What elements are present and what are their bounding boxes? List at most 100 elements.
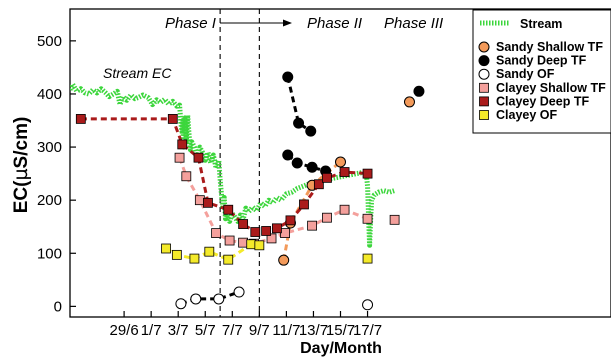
- series-clayey-deep-tf-point-0-12: [313, 179, 324, 190]
- series-clayey-of-point-0-3: [204, 246, 215, 257]
- series-sandy-shallow-tf-point-0-0: [278, 254, 290, 266]
- x-tick-label-3: 5/7: [195, 322, 216, 339]
- y-tick-label-300: 300: [37, 139, 62, 156]
- x-tick-label-6: 11/7: [272, 322, 300, 339]
- legend-clayey-deep-tf-swatch: [479, 96, 489, 107]
- series-sandy-of-point-0-2: [213, 293, 225, 305]
- y-axis-label-mu: µ: [10, 168, 32, 180]
- series-clayey-deep-tf-point-0-2: [177, 139, 188, 150]
- series-sandy-deep-tf-point-0-2: [305, 125, 317, 137]
- x-tick-label-1: 1/7: [141, 322, 162, 339]
- legend-sandy-shallow-tf-label: Sandy Shallow TF: [496, 40, 603, 54]
- y-axis-label-pre: EC(: [11, 180, 32, 213]
- series-clayey-shallow-tf-point-0-11: [339, 204, 350, 215]
- y-tick-label-0: 0: [54, 298, 62, 315]
- series-clayey-deep-tf-point-0-5: [223, 204, 234, 215]
- series-clayey-shallow-tf-point-0-2: [194, 195, 205, 206]
- phase-2-label: Phase II: [307, 15, 362, 32]
- series-clayey-of-point-0-4: [223, 254, 234, 265]
- series-clayey-of-point-0-5: [246, 239, 257, 250]
- series-sandy-of-offscale-0: [362, 299, 374, 311]
- series-clayey-shallow-tf-point-0-8: [280, 228, 290, 238]
- phase-3-label: Phase III: [384, 15, 443, 32]
- series-clayey-shallow-tf-point-0-10: [322, 212, 332, 223]
- series-clayey-deep-tf-point-0-4: [203, 197, 213, 208]
- series-clayey-of: [161, 239, 373, 265]
- x-tick-label-4: 7/7: [222, 322, 243, 339]
- series-clayey-deep-tf-point-0-8: [261, 226, 272, 236]
- series-sandy-deep-tf-point-1-1: [291, 157, 303, 169]
- series-clayey-of-point-0-2: [189, 253, 200, 264]
- series-layer: [70, 71, 425, 311]
- series-clayey-of-point-0-6: [254, 240, 265, 251]
- series-sandy-deep-tf: [282, 71, 425, 177]
- series-clayey-deep-tf-point-0-6: [238, 219, 249, 229]
- x-tick-label-7: 13/7: [299, 322, 328, 339]
- legend-stream-label: Stream: [520, 17, 562, 31]
- series-clayey-shallow-tf-point-0-0: [174, 152, 185, 163]
- series-sandy-of-point-0-1: [190, 293, 202, 305]
- x-tick-label-8: 15/7: [326, 322, 355, 339]
- series-sandy-deep-tf-point-0-0: [282, 71, 294, 83]
- series-clayey-of-point-0-0: [161, 243, 171, 254]
- y-tick-label-400: 400: [37, 86, 62, 103]
- legend-clayey-of-label: Clayey OF: [496, 108, 558, 122]
- series-sandy-deep-tf-point-1-2: [306, 161, 318, 173]
- series-clayey-deep-tf-point-0-15: [362, 168, 373, 179]
- legend-clayey-shallow-tf-swatch: [479, 82, 489, 93]
- y-tick-label-200: 200: [37, 192, 62, 209]
- legend-clayey-of-swatch: [479, 110, 489, 120]
- legend-clayey-shallow-tf-label: Clayey Shallow TF: [496, 81, 606, 95]
- x-tick-label-0: 29/6: [109, 322, 138, 339]
- legend-sandy-of-label: Sandy OF: [496, 67, 555, 81]
- series-sandy-deep-tf-line-0: [286, 76, 312, 133]
- series-clayey-shallow-tf-point-0-7: [266, 233, 277, 244]
- series-clayey-deep-tf-point-0-13: [322, 172, 332, 183]
- series-clayey-shallow-tf-offscale-0: [389, 214, 400, 225]
- legend-sandy-deep-tf-label: Sandy Deep TF: [496, 54, 587, 68]
- series-clayey-deep-tf-point-0-14: [339, 167, 350, 177]
- series-sandy-of-point-0-0: [175, 298, 187, 310]
- y-tick-label-100: 100: [37, 245, 62, 262]
- series-sandy-of: [175, 286, 374, 311]
- series-sandy-shallow-tf-point-0-3: [335, 156, 346, 168]
- series-clayey-of-point-0-1: [171, 249, 182, 260]
- series-clayey-deep-tf-point-0-11: [299, 199, 309, 210]
- series-clayey-deep-tf-point-0-7: [250, 227, 261, 237]
- series-sandy-deep-tf-line-1: [286, 153, 327, 173]
- series-clayey-deep-tf-point-0-1: [167, 114, 178, 124]
- x-tick-label-9: 17/7: [353, 322, 382, 339]
- series-clayey-shallow-tf-point-0-3: [211, 228, 221, 238]
- y-axis-label-post: S/cm): [11, 117, 32, 169]
- series-clayey-shallow-tf-point-0-4: [224, 235, 235, 246]
- x-tick-label-2: 3/7: [168, 322, 189, 339]
- legend-sandy-deep-tf-swatch: [478, 55, 490, 67]
- y-axis-label: EC(µS/cm): [10, 117, 32, 214]
- series-sandy-deep-tf-point-0-1: [293, 117, 305, 129]
- series-sandy-deep-tf-offscale-0: [413, 85, 425, 97]
- series-sandy-shallow-tf-offscale-0: [403, 96, 415, 108]
- legend-box: [472, 9, 611, 134]
- series-clayey-deep-tf: [75, 114, 373, 237]
- legend-sandy-shallow-tf-swatch: [478, 41, 490, 53]
- phase-1-arrowhead: [283, 19, 292, 27]
- legend-clayey-deep-tf-label: Clayey Deep TF: [496, 94, 589, 108]
- series-clayey-deep-tf-point-0-9: [272, 223, 282, 234]
- series-sandy-of-point-0-3: [233, 286, 245, 298]
- x-tick-label-5: 9/7: [249, 322, 270, 339]
- series-sandy-deep-tf-point-1-0: [282, 149, 294, 161]
- series-clayey-of-offscale-0: [362, 253, 373, 264]
- series-clayey-shallow-tf-point-0-1: [181, 171, 192, 182]
- y-tick-label-500: 500: [37, 33, 62, 50]
- series-stream-line: [70, 81, 396, 248]
- x-axis-label: Day/Month: [300, 340, 382, 357]
- series-clayey-deep-tf-point-0-10: [285, 215, 296, 226]
- series-clayey-deep-tf-point-0-3: [193, 152, 204, 163]
- phase-1-label: Phase I: [165, 15, 216, 32]
- series-clayey-shallow-tf-point-0-12: [362, 213, 373, 224]
